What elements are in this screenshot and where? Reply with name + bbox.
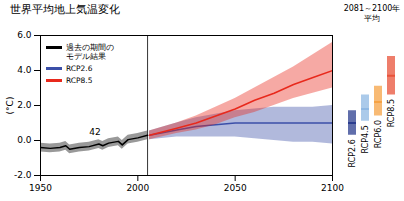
svg-text:RCP8.5: RCP8.5 — [387, 99, 396, 127]
svg-text:4.0: 4.0 — [17, 65, 32, 75]
html-text:RCP8.5: RCP8.5 — [66, 76, 93, 85]
html-text:2081～2100年平均: 2081～2100年平均 — [343, 4, 401, 23]
svg-text:2.0: 2.0 — [17, 100, 32, 110]
html-text:過去の期間のモデル結果: 過去の期間のモデル結果 — [66, 43, 114, 61]
svg-text:2100: 2100 — [321, 183, 344, 193]
svg-text:2050: 2050 — [224, 183, 247, 193]
svg-text:42: 42 — [89, 127, 100, 137]
svg-text:(°C): (°C) — [5, 97, 15, 115]
html-text:RCP2.6: RCP2.6 — [66, 64, 93, 73]
svg-text:1950: 1950 — [29, 183, 52, 193]
svg-text:2000: 2000 — [126, 183, 149, 193]
svg-text:RCP4.5: RCP4.5 — [361, 125, 370, 153]
svg-text:RCP2.6: RCP2.6 — [348, 139, 357, 167]
svg-text:RCP6.0: RCP6.0 — [374, 120, 383, 148]
svg-text:6.0: 6.0 — [17, 30, 32, 40]
svg-text:0.0: 0.0 — [17, 135, 32, 145]
svg-text:-2.0: -2.0 — [14, 170, 32, 180]
html-text:世界平均地上気温変化: 世界平均地上気温変化 — [10, 3, 120, 16]
